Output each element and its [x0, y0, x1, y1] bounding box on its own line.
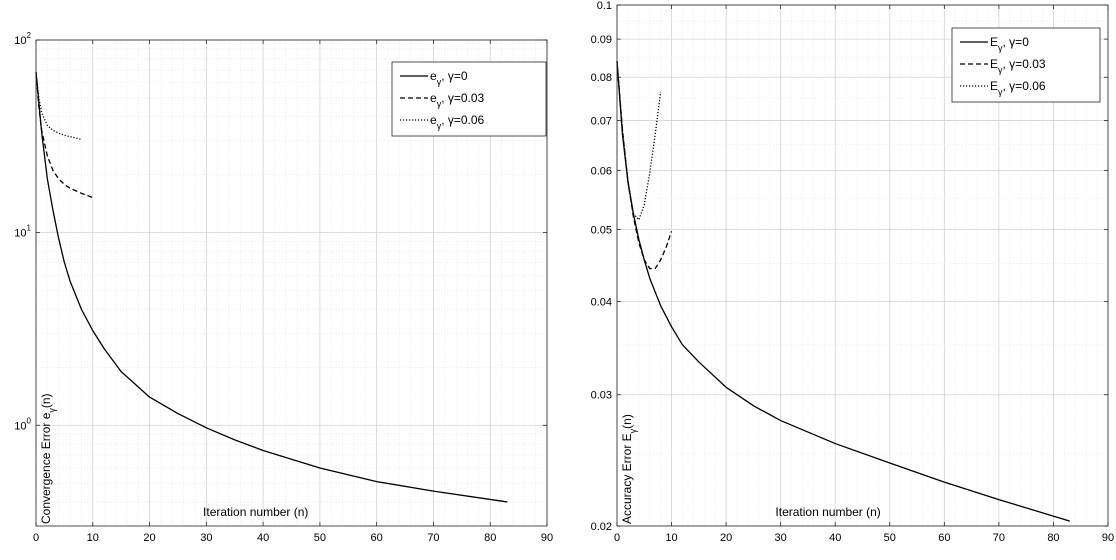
y-axis-label: Convergence Error eγ(n) — [39, 393, 57, 524]
x-tick-label: 70 — [993, 532, 1005, 544]
legend: Eγ, γ=0 Eγ, γ=0.03 Eγ, γ=0.06 — [951, 27, 1101, 103]
series-line-1 — [35, 72, 508, 503]
legend-label-1: Eγ, γ=0 — [990, 35, 1029, 53]
x-tick-label: 50 — [884, 532, 896, 544]
legend-box — [951, 27, 1101, 103]
x-axis-label: Iteration number (n) — [775, 505, 880, 519]
legend-label-2: eγ, γ=0.03 — [430, 91, 485, 109]
legend-box — [391, 61, 547, 137]
x-tick-label: 0 — [614, 532, 620, 544]
legend: eγ, γ=0 eγ, γ=0.03 eγ, γ=0.06 — [391, 61, 547, 137]
x-tick-label: 60 — [938, 532, 950, 544]
y-tick-label: 0.04 — [591, 297, 612, 309]
y-tick-label: 100 — [14, 416, 31, 432]
series-line-2 — [35, 72, 94, 199]
x-tick-label: 90 — [1102, 532, 1114, 544]
x-tick-label: 90 — [541, 532, 553, 544]
y-tick-label: 0.06 — [591, 165, 612, 177]
x-axis-label: Iteration number (n) — [203, 505, 308, 519]
chart-panel-1: 0 10 20 30 40 50 60 70 80 90 100 101 102 Iteration nu… — [14, 31, 553, 544]
legend-label-3: eγ, γ=0.06 — [430, 113, 485, 131]
x-tick-label: 40 — [829, 532, 841, 544]
x-tick-label: 20 — [143, 532, 155, 544]
y-tick-label: 0.08 — [591, 72, 612, 84]
axes-frame — [616, 4, 1109, 527]
y-tick-label: 0.07 — [591, 115, 612, 127]
x-tick-label: 40 — [257, 532, 269, 544]
legend-label-3: Eγ, γ=0.06 — [990, 79, 1046, 97]
x-tick-label: 20 — [720, 532, 732, 544]
series-line-2 — [616, 61, 673, 270]
axes-frame — [35, 39, 548, 527]
series-line-3 — [35, 72, 82, 140]
y-tick-label: 0.09 — [591, 34, 612, 46]
x-tick-label: 10 — [87, 532, 99, 544]
y-tick-label: 101 — [14, 224, 31, 240]
x-tick-label: 50 — [314, 532, 326, 544]
legend-label-2: Eγ, γ=0.03 — [990, 57, 1046, 75]
y-axis-label: Accuracy Error Eγ(n) — [620, 414, 638, 524]
y-tick-label: 0.1 — [597, 0, 612, 12]
legend-label-1: eγ, γ=0 — [430, 69, 468, 87]
x-tick-label: 80 — [1047, 532, 1059, 544]
chart-panel-2: 0 10 20 30 40 50 60 70 80 90 0.02 0.03 0.04 0.05 0.06 0… — [591, 0, 1115, 544]
y-tick-label: 0.02 — [591, 521, 612, 533]
y-tick-label: 102 — [14, 31, 31, 47]
x-tick-label: 30 — [200, 532, 212, 544]
x-tick-label: 30 — [775, 532, 787, 544]
grid — [35, 39, 548, 527]
x-tick-label: 70 — [427, 532, 439, 544]
x-tick-label: 80 — [484, 532, 496, 544]
y-tick-label: 0.05 — [591, 224, 612, 236]
y-tick-label: 0.03 — [591, 390, 612, 402]
x-tick-label: 0 — [33, 532, 39, 544]
x-tick-label: 60 — [371, 532, 383, 544]
x-tick-label: 10 — [665, 532, 677, 544]
